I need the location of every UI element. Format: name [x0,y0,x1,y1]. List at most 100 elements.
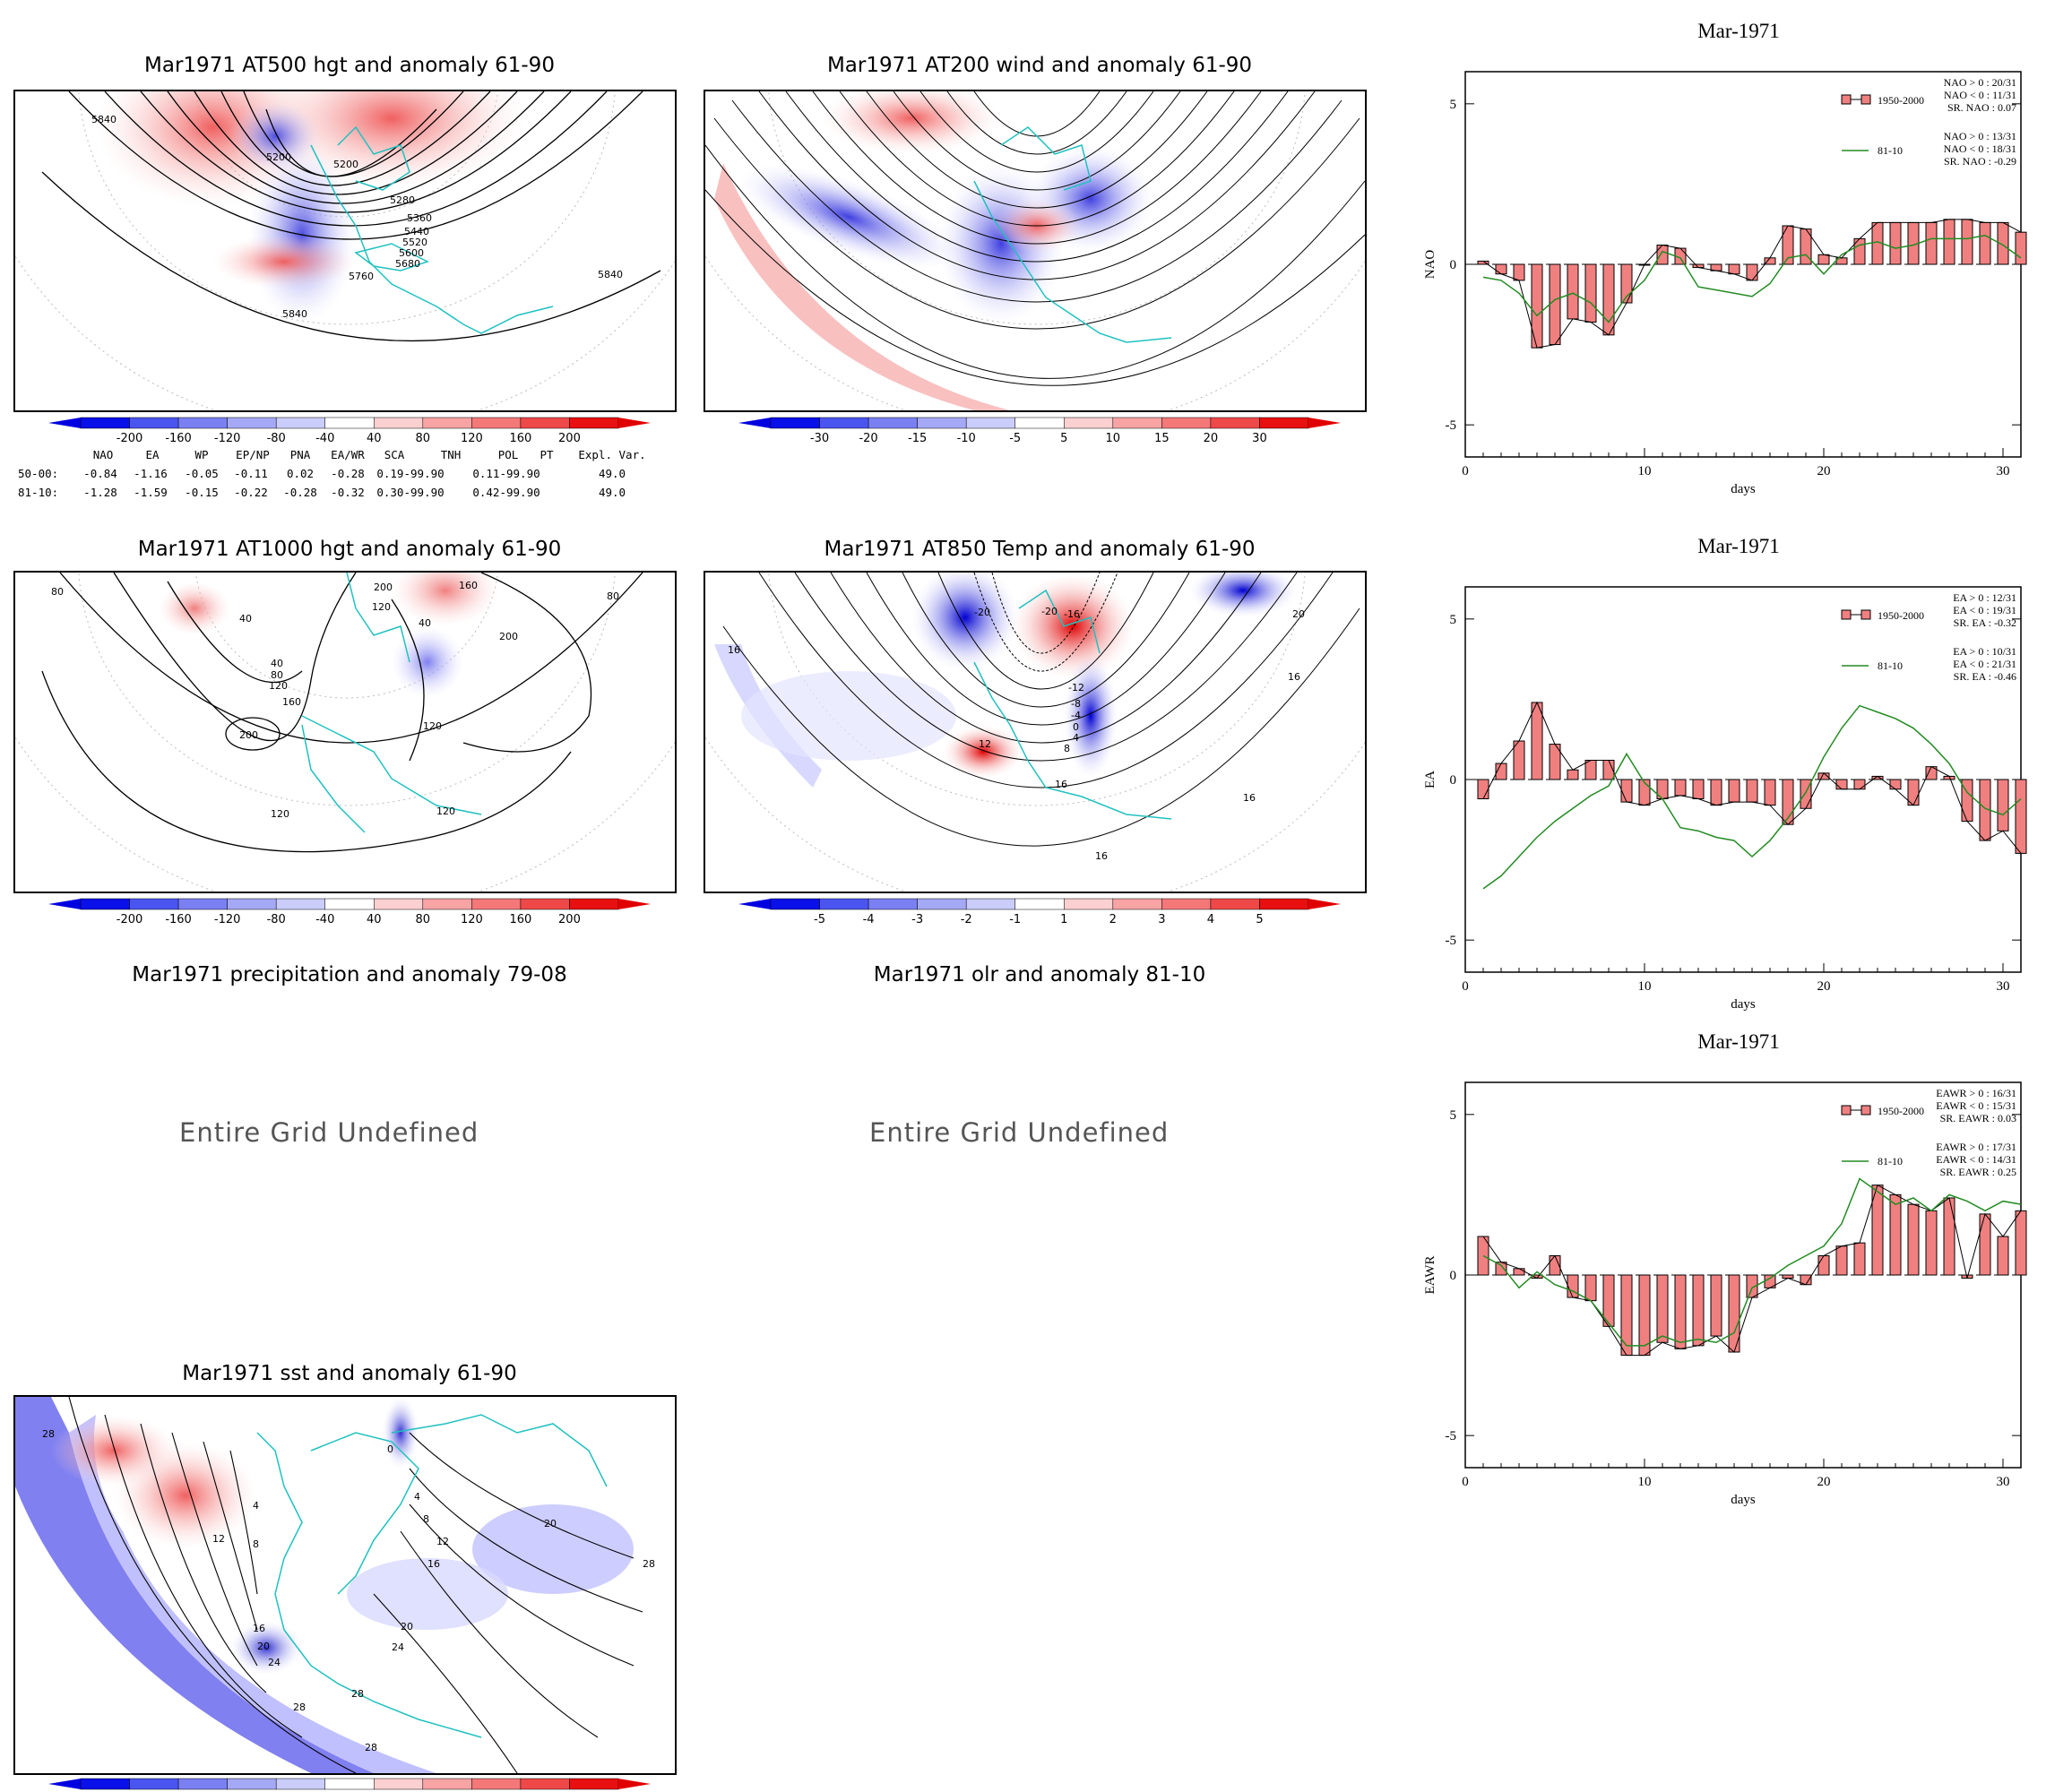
colorbar-label: -15 [908,432,927,445]
colorbar-segment [520,417,570,429]
index-cell: 0.30-99.90 [376,486,445,499]
bar [1710,779,1722,806]
colorbar-segment [520,1778,570,1790]
teleconnection-index-table: NAO EA WP EP/NP PNA EA/WR SCA TNH POL PT… [18,448,663,502]
colorbar-segment [374,1778,424,1790]
colorbar-segment [1259,898,1309,910]
contour-label: 16 [1243,792,1256,804]
colorbar-segment [868,898,918,910]
bar [1979,1213,1991,1276]
contour-label: 4 [414,1491,420,1503]
bar [1674,1274,1687,1349]
contour-label: 28 [351,1688,364,1700]
index-header-cell: WP [194,448,209,461]
contour-label: 120 [423,720,442,732]
colorbar-arrow-right [618,418,651,428]
map-850-canvas: 16 -20 -20 -16 -12 -8 -4 0 4 8 12 16 16 … [705,573,1365,892]
x-tick-label: 20 [1817,1475,1831,1489]
bar [1656,245,1669,265]
bar [1925,1210,1938,1276]
legend-stat: EA < 0 : 19/31 [1953,604,2016,616]
bar [1477,779,1489,799]
colorbar-label: 20 [1204,432,1219,445]
index-cell: 49.0 [598,467,626,480]
index-cell: -0.11 [234,467,268,480]
colorbar-segment [1259,417,1309,429]
x-tick-label: 30 [1997,464,2010,478]
contour-label: 5200 [333,159,358,170]
legend-bar-label: 1950-2000 [1878,94,1924,107]
colorbar-label: 160 [509,913,531,926]
contour-label: 200 [499,631,518,642]
contour-label: -20 [974,607,990,618]
colorbar-segment [422,417,472,429]
contour-label: 12 [212,1533,225,1545]
legend-stat: EAWR < 0 : 15/31 [1936,1099,2016,1112]
colorbar-label: -160 [165,432,192,445]
colorbar-segment [80,898,130,910]
contour-label: -4 [1071,710,1081,721]
colorbar-segment [1014,898,1065,910]
x-tick-label: 20 [1817,464,1831,478]
colorbar-arrow-right [1308,899,1341,909]
colorbar-label: 3 [1158,913,1165,926]
contour-label: 80 [607,590,619,602]
legend-stat: SR. EAWR : 0.25 [1940,1166,2016,1178]
contour-label: 16 [1288,671,1300,683]
colorbar-segment [770,417,820,429]
colorbar-segment [770,898,820,910]
contour-label: 40 [239,613,252,625]
contour-label: 40 [419,617,431,629]
colorbar-arrow-left [738,899,771,909]
legend-bar-swatch [1860,1105,1871,1116]
contour-label: 5840 [91,114,117,125]
colorbar-segment [422,898,472,910]
colorbar-200: -30 -20 -15 -10 -5 5 10 15 20 30 [738,417,1341,445]
contour-label: -16 [1064,608,1080,620]
colorbar-arrow-left [48,1779,81,1789]
x-axis-label: days [1731,482,1756,496]
bar [1674,779,1687,797]
colorbar-segment [1210,417,1260,429]
undefined-grid-message-precip: Entire Grid Undefined [179,1117,479,1148]
map-title-1000: Mar1971 AT1000 hgt and anomaly 61-90 [137,538,562,561]
map-850-contour-labels: 16 -20 -20 -16 -12 -8 -4 0 4 8 12 16 16 … [728,606,1305,862]
map-200-wind [704,90,1367,412]
index-cell: -0.28 [331,467,365,480]
index-cell: 49.0 [598,486,626,499]
legend-stat: SR. NAO : 0.07 [1947,101,2016,114]
colorbar-segment [177,898,228,910]
bar [1817,1255,1830,1276]
colorbar-segment [569,417,619,429]
legend-stat: SR. NAO : -0.29 [1944,155,2016,168]
colorbar-label: 160 [509,432,531,445]
colorbar-label: -2 [961,913,972,926]
bar [1567,769,1579,780]
colorbar-segment [275,417,325,429]
map-title-precip: Mar1971 precipitation and anomaly 79-08 [132,963,567,986]
bar [2015,1210,2027,1276]
x-tick-label: 30 [1997,979,2010,994]
colorbar-segment [1014,417,1065,429]
bar [1692,1274,1705,1347]
legend-stat: EA > 0 : 12/31 [1953,591,2016,604]
index-cell: -0.84 [83,467,117,480]
line-series [1482,704,2022,890]
colorbar-segment [1161,898,1212,910]
y-tick-label: -5 [1446,1429,1457,1443]
bar [1746,263,1758,281]
colorbar-segment [1112,898,1162,910]
index-header-cell: EP/NP [236,448,270,461]
bar [1997,779,2009,831]
colorbar-arrow-right [618,1779,651,1789]
contour-label: 5840 [282,308,307,320]
colorbar-label: 5 [1256,913,1263,926]
colorbar-segment [917,417,967,429]
legend-stat: EAWR > 0 : 16/31 [1936,1087,2016,1099]
map-200-canvas [705,91,1365,410]
